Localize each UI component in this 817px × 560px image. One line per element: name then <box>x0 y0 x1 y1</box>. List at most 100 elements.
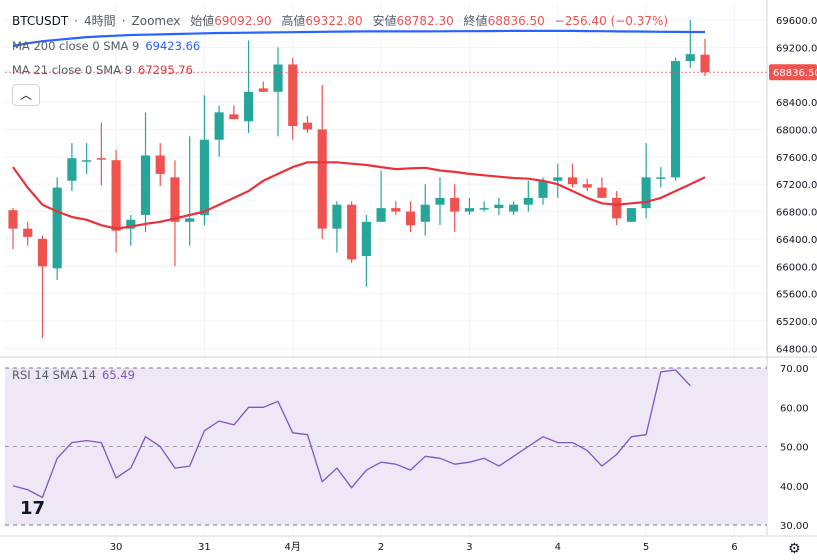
chevron-up-icon: ︿ <box>19 88 32 102</box>
candle-body <box>288 64 298 127</box>
low-label: 安値 <box>372 14 397 28</box>
candle-body <box>244 91 254 122</box>
price-tick-label: 67200.00 <box>776 180 817 191</box>
symbol-name[interactable]: BTCUSDT <box>12 14 69 28</box>
time-axis[interactable]: 30314月234567 <box>110 541 817 553</box>
candle-body <box>155 155 165 174</box>
candle-body <box>641 177 651 209</box>
time-tick-label: 30 <box>110 542 123 553</box>
ma200-label: MA 200 close 0 SMA 9 <box>12 39 140 53</box>
candle-body <box>626 208 636 222</box>
ma21-value: 67295.76 <box>138 63 193 77</box>
price-tick-label: 66400.00 <box>776 235 817 246</box>
collapse-legend-button[interactable]: ︿ <box>12 84 40 106</box>
candle-body <box>317 129 327 229</box>
candle-body <box>347 204 357 260</box>
rsi-legend[interactable]: RSI 14 SMA 14 65.49 <box>12 368 141 382</box>
candle-body <box>52 187 62 269</box>
price-tick-label: 67600.00 <box>776 153 817 164</box>
price-tick-label: 66800.00 <box>776 208 817 219</box>
candle-body <box>23 228 33 237</box>
exchange: Zoomex <box>131 14 181 28</box>
price-tick-label: 68000.00 <box>776 125 817 136</box>
candle-body <box>37 238 48 267</box>
price-tick-label: 65600.00 <box>776 290 817 301</box>
time-tick-label: 4 <box>555 542 561 553</box>
time-tick-label: 6 <box>731 542 737 553</box>
logo-text: 17 <box>20 498 46 519</box>
rsi-tick-label: 40.00 <box>780 482 809 493</box>
candle-body <box>405 211 416 226</box>
low-value: 68782.30 <box>396 14 454 28</box>
price-pane[interactable] <box>5 20 767 339</box>
ma200-value: 69423.66 <box>145 39 201 53</box>
candle-body <box>170 177 180 222</box>
candle-body <box>361 221 371 257</box>
time-tick-label: 2 <box>378 542 384 553</box>
candle-body <box>567 177 578 185</box>
ma21-line <box>12 161 706 230</box>
candle-body <box>229 114 239 120</box>
candle-body <box>96 158 106 160</box>
price-tick-label: 65200.00 <box>776 317 817 328</box>
rsi-label: RSI 14 SMA 14 <box>12 368 97 382</box>
rsi-tick-label: 70.00 <box>780 364 809 375</box>
rsi-pane[interactable] <box>5 367 767 526</box>
candle-body <box>420 204 430 222</box>
candle-body <box>185 218 195 222</box>
candle-body <box>111 160 121 231</box>
symbol-header: BTCUSDT · 4時間 · Zoomex 始値69092.90 高値69322.80… <box>12 14 669 28</box>
rsi-tick-label: 60.00 <box>780 403 809 414</box>
gear-icon[interactable]: ⚙ <box>788 541 801 557</box>
candle-body <box>479 208 489 210</box>
candle-body <box>582 184 592 188</box>
candle-body <box>8 210 18 229</box>
price-tick-label: 69600.00 <box>776 16 817 27</box>
price-tick-label: 69200.00 <box>776 43 817 54</box>
candle-body <box>82 160 92 162</box>
open-value: 69092.90 <box>214 14 272 28</box>
high-label: 高値 <box>281 14 306 28</box>
price-tick-label: 66000.00 <box>776 262 817 273</box>
price-tick-label: 64800.00 <box>776 344 817 355</box>
candle-body <box>67 158 77 181</box>
rsi-tick-label: 50.00 <box>780 443 809 454</box>
candle-body <box>126 219 136 229</box>
ma200-legend[interactable]: MA 200 close 0 SMA 9 69423.66 <box>12 39 206 53</box>
price-axis[interactable]: 64800.00 65200.00 65600.00 66000.00 66400.00… <box>769 16 817 532</box>
tradingview-logo[interactable]: 17 <box>20 498 45 519</box>
candle-body <box>670 61 681 178</box>
candle-body <box>376 208 386 222</box>
close-value: 68836.50 <box>487 14 545 28</box>
candle-body <box>332 204 342 229</box>
candle-body <box>612 197 622 219</box>
candle-body <box>494 204 504 209</box>
interval[interactable]: 4時間 <box>84 14 116 28</box>
change-value: −256.40 (−0.37%) <box>554 14 669 28</box>
close-label: 終値 <box>463 14 488 28</box>
candle-body <box>450 197 460 212</box>
candle-body <box>553 177 563 181</box>
candle-body <box>700 54 710 73</box>
last-price-label: 68836.50 <box>773 68 817 79</box>
time-tick-label: 3 <box>466 542 472 553</box>
candle-body <box>464 208 474 212</box>
rsi-tick-label: 30.00 <box>780 521 809 532</box>
candle-body <box>523 197 533 205</box>
price-tick-label: 68400.00 <box>776 98 817 109</box>
open-label: 始値 <box>190 14 215 28</box>
candle-body <box>140 155 151 215</box>
candle-body <box>214 112 224 140</box>
candle-body <box>302 122 313 130</box>
rsi-value: 65.49 <box>102 368 135 382</box>
ma200-line <box>12 29 705 48</box>
candle-body <box>199 139 209 215</box>
time-tick-label: 5 <box>643 542 649 553</box>
candle-body <box>258 88 268 92</box>
time-tick-label: 4月 <box>285 541 301 553</box>
candle-body <box>538 180 548 198</box>
candle-body <box>435 197 445 205</box>
rsi-line <box>12 369 691 499</box>
ma21-legend[interactable]: MA 21 close 0 SMA 9 67295.76 <box>12 63 199 77</box>
